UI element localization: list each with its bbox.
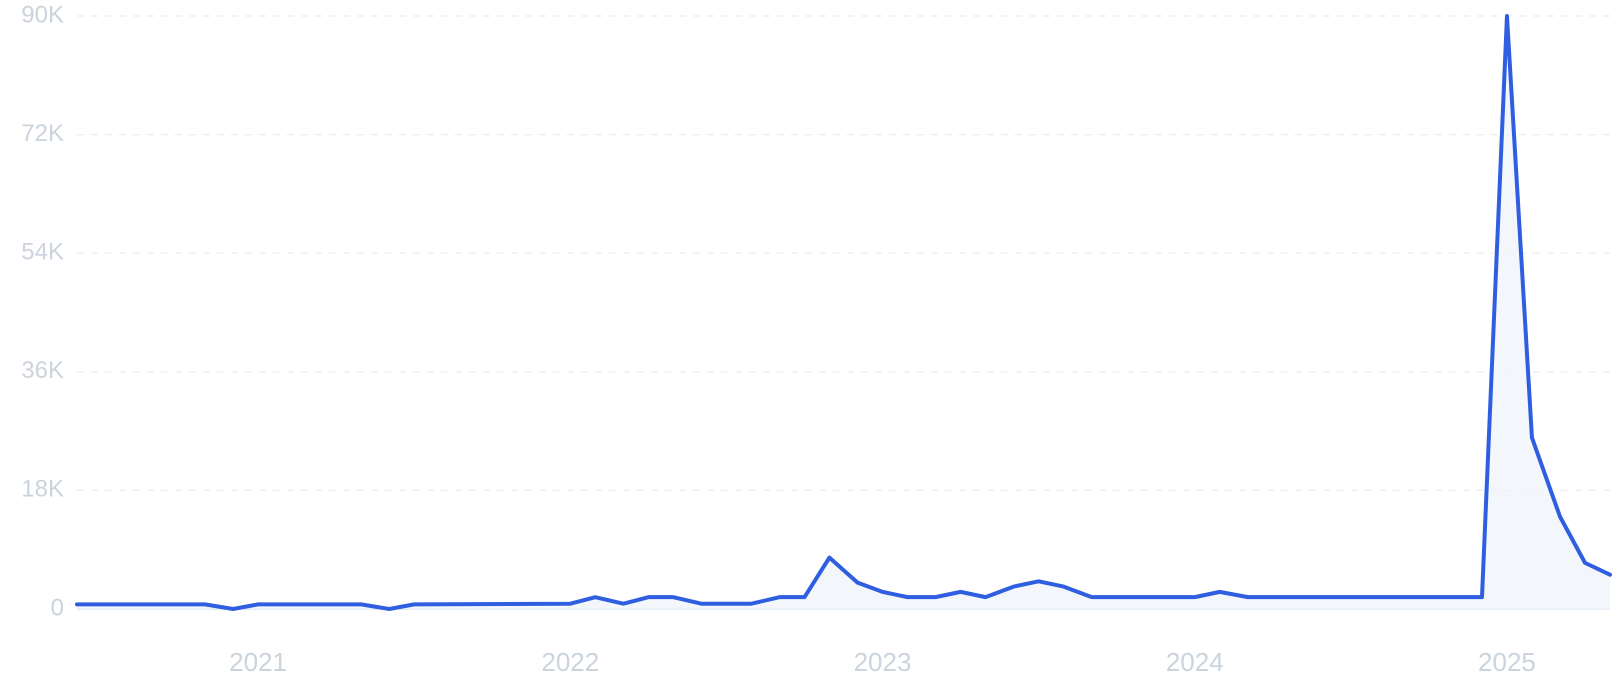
series-area <box>77 16 1610 609</box>
x-tick-label: 2024 <box>1166 647 1224 677</box>
y-tick-label: 90K <box>21 1 64 28</box>
gridlines <box>77 15 1610 610</box>
x-tick-label: 2021 <box>229 647 287 677</box>
y-tick-label: 36K <box>21 357 64 384</box>
series-line <box>75 14 1612 611</box>
x-tick-label: 2025 <box>1478 647 1536 677</box>
y-tick-label: 0 <box>51 594 64 621</box>
x-tick-label: 2022 <box>541 647 599 677</box>
x-tick-label: 2023 <box>854 647 912 677</box>
y-tick-label: 18K <box>21 476 64 503</box>
y-tick-label: 72K <box>21 120 64 147</box>
y-tick-label: 54K <box>21 239 64 266</box>
